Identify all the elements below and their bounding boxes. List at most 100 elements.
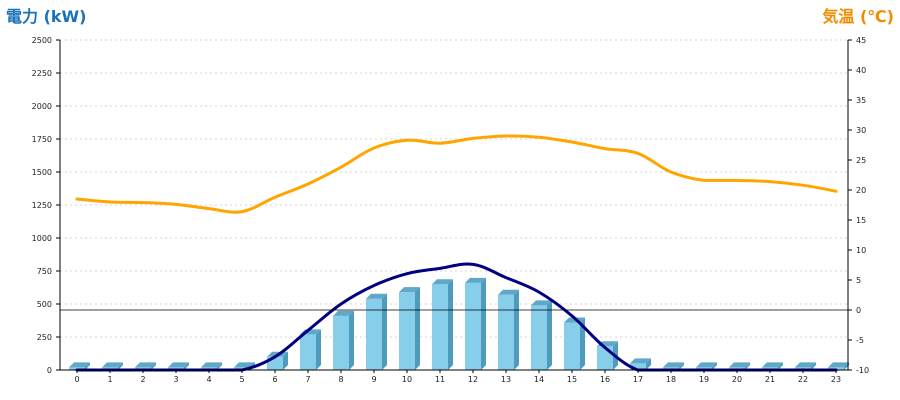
x-tick-label: 22 <box>798 375 808 384</box>
x-tick-label: 18 <box>666 375 676 384</box>
bar-top <box>201 362 222 368</box>
right-tick-label: 15 <box>856 216 866 225</box>
bar-side <box>184 362 189 370</box>
right-tick-label: -5 <box>856 336 864 345</box>
bar-top <box>696 362 717 368</box>
bar <box>531 305 547 370</box>
bar-top <box>366 293 387 299</box>
x-tick-label: 0 <box>74 375 79 384</box>
bar-top <box>465 277 486 283</box>
x-tick-label: 23 <box>831 375 841 384</box>
bar-side <box>217 362 222 370</box>
left-tick-label: 2250 <box>32 69 52 78</box>
bar-side <box>745 362 750 370</box>
bar-side <box>646 358 651 370</box>
x-tick-label: 20 <box>732 375 742 384</box>
left-tick-label: 1000 <box>32 234 52 243</box>
left-tick-label: 250 <box>37 333 52 342</box>
bar-side <box>283 351 288 370</box>
x-tick-label: 1 <box>107 375 112 384</box>
x-tick-label: 6 <box>272 375 277 384</box>
bar-side <box>316 329 321 370</box>
right-tick-label: -10 <box>856 366 869 375</box>
bar-side <box>679 362 684 370</box>
bar-top <box>399 287 420 293</box>
bar-side <box>481 277 486 370</box>
x-tick-label: 17 <box>633 375 643 384</box>
bar-side <box>712 362 717 370</box>
x-tick-label: 9 <box>371 375 376 384</box>
bar <box>333 315 349 370</box>
bar <box>465 282 481 370</box>
bar-side <box>778 362 783 370</box>
left-tick-label: 1500 <box>32 168 52 177</box>
x-tick-label: 21 <box>765 375 775 384</box>
bar-top <box>795 362 816 368</box>
right-tick-label: 10 <box>856 246 866 255</box>
bar-side <box>580 317 585 370</box>
bar-side <box>811 362 816 370</box>
x-tick-label: 12 <box>468 375 478 384</box>
right-axis-title: 気温 (℃) <box>822 7 894 26</box>
right-tick-label: 20 <box>856 186 866 195</box>
bar-side <box>85 362 90 370</box>
bar-side <box>118 362 123 370</box>
lines <box>75 134 838 372</box>
left-tick-label: 500 <box>37 300 52 309</box>
x-tick-label: 13 <box>501 375 511 384</box>
bar-top <box>168 362 189 368</box>
left-tick-label: 1750 <box>32 135 52 144</box>
bar-top <box>630 358 651 364</box>
x-tick-label: 8 <box>338 375 343 384</box>
bar-top <box>762 362 783 368</box>
right-tick-label: 30 <box>856 126 866 135</box>
x-tick-label: 10 <box>402 375 412 384</box>
left-axis-title: 電力 (kW) <box>6 7 87 26</box>
bar-side <box>514 289 519 370</box>
bar-top <box>498 289 519 295</box>
x-tick-label: 15 <box>567 375 577 384</box>
left-tick-label: 1250 <box>32 201 52 210</box>
bar <box>366 298 382 370</box>
bar <box>498 294 514 370</box>
x-tick-label: 11 <box>435 375 445 384</box>
left-tick-label: 2000 <box>32 102 52 111</box>
bar-side <box>448 279 453 370</box>
temperature-line <box>75 134 838 214</box>
right-tick-label: 25 <box>856 156 866 165</box>
x-tick-label: 5 <box>239 375 244 384</box>
bar <box>597 346 613 370</box>
bar-top <box>102 362 123 368</box>
x-tick-label: 16 <box>600 375 610 384</box>
left-tick-label: 0 <box>47 366 52 375</box>
bar-top <box>828 362 849 368</box>
bar <box>564 322 580 370</box>
bar-top <box>135 362 156 368</box>
bar <box>630 363 646 370</box>
bar <box>399 292 415 370</box>
bar-top <box>234 362 255 368</box>
power-line <box>75 262 838 372</box>
bar <box>300 334 316 370</box>
x-tick-label: 3 <box>173 375 178 384</box>
bar-top <box>663 362 684 368</box>
x-tick-label: 4 <box>206 375 211 384</box>
x-tick-label: 7 <box>305 375 310 384</box>
grid <box>60 39 848 338</box>
x-tick-label: 14 <box>534 375 544 384</box>
axes <box>56 39 852 373</box>
bar <box>432 284 448 370</box>
tick-labels: 02505007501000125015001750200022502500-1… <box>32 36 869 384</box>
bar-side <box>547 300 552 370</box>
bar-top <box>531 300 552 306</box>
x-tick-label: 19 <box>699 375 709 384</box>
bar-top <box>69 362 90 368</box>
bar-side <box>415 287 420 370</box>
right-tick-label: 0 <box>856 306 861 315</box>
x-tick-label: 2 <box>140 375 145 384</box>
right-tick-label: 40 <box>856 66 866 75</box>
bar-top <box>432 279 453 285</box>
right-tick-label: 45 <box>856 36 866 45</box>
power-bars <box>69 277 849 370</box>
